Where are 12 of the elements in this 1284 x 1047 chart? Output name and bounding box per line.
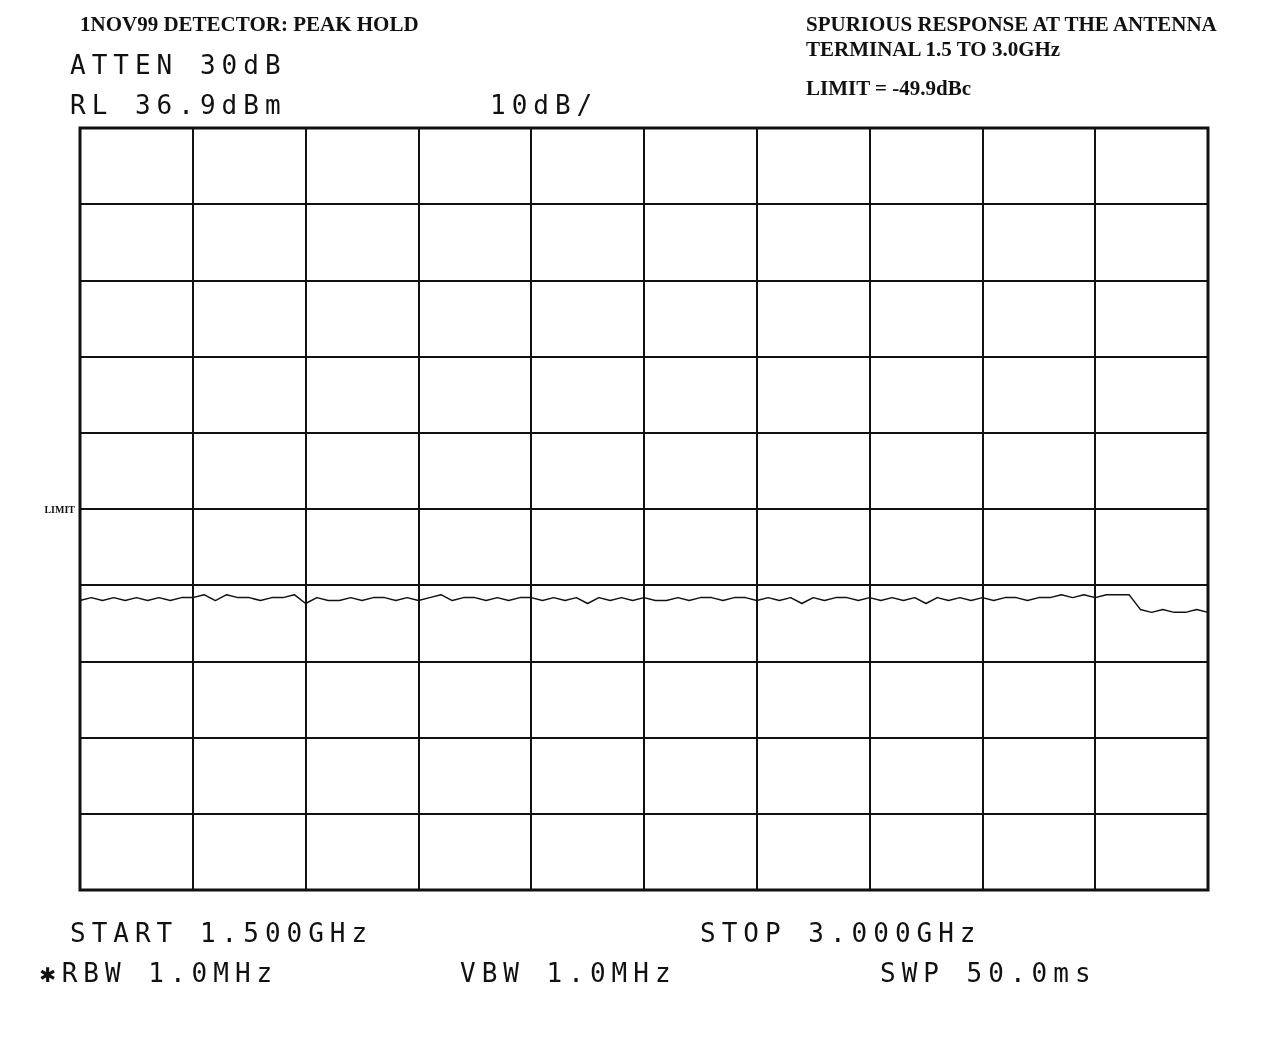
chart-title: 1NOV99 DETECTOR: PEAK HOLD: [80, 12, 419, 37]
text: LIMIT = -49.9dBc: [806, 76, 972, 101]
text: ✱RBW 1.0MHz: [40, 958, 279, 988]
text: VBW 1.0MHz: [460, 958, 677, 988]
text: STOP 3.000GHz: [700, 918, 982, 948]
text: START 1.500GHz: [70, 918, 374, 948]
text: ATTEN 30dB: [70, 50, 287, 80]
text: RL 36.9dBm: [70, 90, 287, 120]
ref-line-label: LIMIT: [44, 503, 76, 515]
text: SWP 50.0ms: [880, 958, 1097, 988]
chart-subtitle: SPURIOUS RESPONSE AT THE ANTENNA TERMINAL 1.5 TO 3.0GHz: [806, 12, 1218, 62]
text: 10dB/: [490, 90, 599, 120]
